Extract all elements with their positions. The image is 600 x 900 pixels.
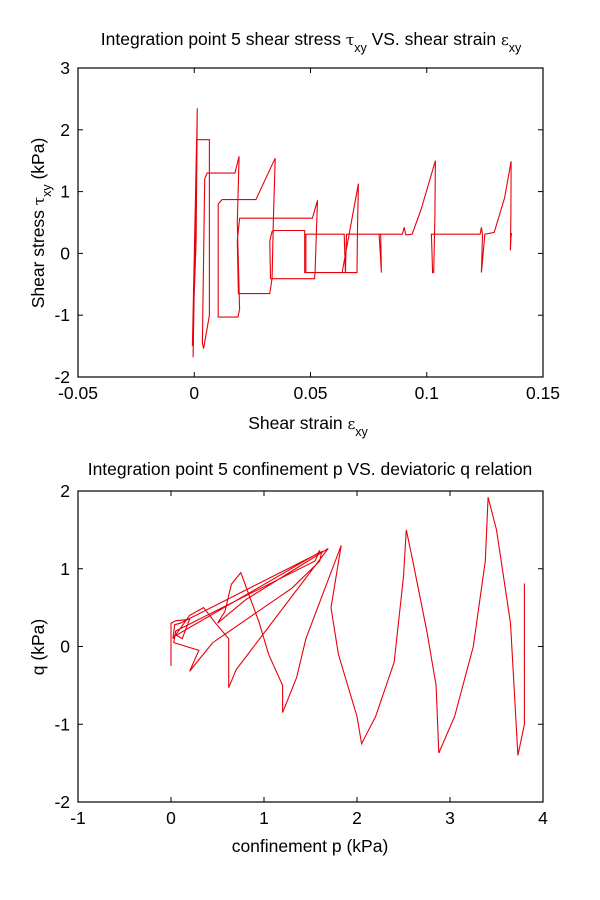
y-tick-label: -2 [54, 367, 70, 387]
top-chart-title: Integration point 5 shear stress τxy VS.… [101, 29, 522, 55]
y-tick-label: 1 [60, 182, 70, 202]
series-line [191, 108, 513, 358]
bottom-x-axis-label: confinement p (kPa) [232, 836, 389, 856]
x-tick-label: 0 [166, 808, 176, 828]
y-tick-label: 3 [60, 58, 70, 78]
y-tick-label: 0 [60, 637, 70, 657]
x-tick-label: 1 [259, 808, 269, 828]
y-tick-label: 1 [60, 559, 70, 579]
x-tick-label: 0.1 [415, 383, 439, 403]
y-tick-label: 2 [60, 120, 70, 140]
y-tick-label: -2 [54, 792, 70, 812]
x-tick-label: 3 [445, 808, 455, 828]
top-plot-area [77, 67, 544, 378]
x-tick-label: -1 [70, 808, 86, 828]
bottom-chart: Integration point 5 confinement p VS. de… [28, 459, 548, 856]
bottom-plot-area [77, 490, 544, 803]
x-tick-label: -0.05 [58, 383, 98, 403]
top-chart: Integration point 5 shear stress τxy VS.… [28, 29, 560, 439]
top-y-axis-label: Shear stress τxy (kPa) [28, 138, 54, 309]
x-tick-label: 2 [352, 808, 362, 828]
y-tick-label: -1 [54, 714, 70, 734]
top-x-axis-label: Shear strain εxy [248, 413, 368, 439]
bottom-y-axis-label: q (kPa) [28, 619, 48, 675]
series-line [170, 497, 525, 756]
y-tick-label: -1 [54, 305, 70, 325]
x-tick-label: 0 [189, 383, 199, 403]
y-tick-label: 2 [60, 481, 70, 501]
y-tick-label: 0 [60, 243, 70, 263]
x-tick-label: 0.05 [293, 383, 327, 403]
x-tick-label: 4 [538, 808, 548, 828]
bottom-chart-title: Integration point 5 confinement p VS. de… [88, 459, 533, 479]
x-tick-label: 0.15 [526, 383, 560, 403]
